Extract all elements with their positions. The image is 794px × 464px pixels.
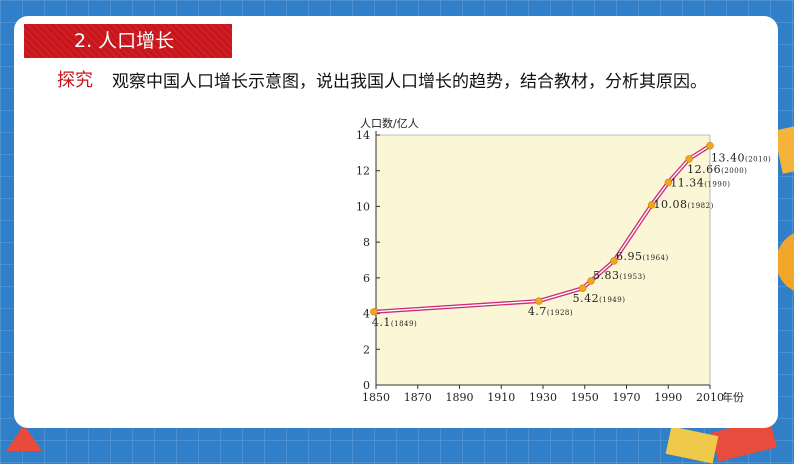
population-line-chart: 0 2 4 6 8 10 12 14 1850 1870 1890 1910 1930 1950 1970 1… <box>356 117 771 404</box>
data-label: 5.42(1949) <box>573 292 626 305</box>
y-tick-label: 6 <box>363 272 370 285</box>
x-tick-label: 1910 <box>487 391 515 404</box>
section-title-banner: 2. 人口增长 <box>24 24 232 58</box>
data-label-year: (2010) <box>745 156 771 164</box>
data-label-value: 6.95 <box>616 250 643 263</box>
decor-protractor <box>776 230 794 294</box>
data-label: 12.66(2000) <box>687 163 747 176</box>
data-point-marker <box>578 284 587 292</box>
data-label-year: (1982) <box>688 202 714 210</box>
data-point-marker <box>685 155 693 163</box>
y-tick-label: 14 <box>356 129 370 142</box>
data-label-value: 13.40 <box>711 152 745 165</box>
data-point-marker <box>587 277 595 285</box>
data-label-value: 11.34 <box>670 177 704 190</box>
data-point-marker <box>370 308 378 316</box>
data-label: 5.83(1953) <box>593 269 646 282</box>
x-tick-label: 1850 <box>362 391 390 404</box>
y-axis-label: 人口数/亿人 <box>360 117 419 130</box>
x-tick-label: 1970 <box>613 391 641 404</box>
data-label-value: 4.7 <box>528 305 547 318</box>
data-label-year: (1949) <box>599 296 625 304</box>
data-point-marker <box>610 257 618 265</box>
y-tick-label: 4 <box>363 308 370 321</box>
data-label-value: 10.08 <box>654 198 688 211</box>
x-tick-label: 1930 <box>529 391 557 404</box>
data-label-value: 12.66 <box>687 163 721 176</box>
data-label-year: (2000) <box>721 167 747 175</box>
y-tick-label: 10 <box>356 200 370 213</box>
data-label: 6.95(1964) <box>616 250 669 263</box>
data-point-marker <box>535 297 543 305</box>
data-label-value: 5.83 <box>593 269 620 282</box>
y-tick-label: 0 <box>363 379 370 392</box>
data-label-year: (1849) <box>391 320 417 328</box>
question-text: 观察中国人口增长示意图，说出我国人口增长的趋势，结合教材，分析其原因。 <box>112 72 707 92</box>
x-tick-label: 1950 <box>571 391 599 404</box>
data-label-value: 4.1 <box>372 316 391 329</box>
data-label: 13.40(2010) <box>711 152 771 165</box>
x-tick-label: 1890 <box>446 391 474 404</box>
y-tick-label: 8 <box>363 236 370 249</box>
content-card: 2. 人口增长 探究 观察中国人口增长示意图，说出我国人口增长的趋势，结合教材，… <box>14 16 778 428</box>
x-tick-label: 2010 <box>696 391 724 404</box>
y-tick-label: 2 <box>363 343 370 356</box>
decor-triangle <box>6 425 42 451</box>
x-tick-label: 1870 <box>404 391 432 404</box>
data-label: 11.34(1990) <box>670 177 730 190</box>
x-tick-label: 1990 <box>654 391 682 404</box>
data-label-year: (1964) <box>642 254 668 262</box>
data-label-value: 5.42 <box>573 292 600 305</box>
data-label-year: (1953) <box>620 273 646 281</box>
plot-background <box>376 135 710 385</box>
y-tick-label: 12 <box>356 165 370 178</box>
data-label-year: (1990) <box>704 181 730 189</box>
data-point-marker <box>664 178 672 187</box>
data-label: 4.1(1849) <box>372 316 417 329</box>
explore-tag: 探究 <box>57 70 93 91</box>
data-label: 10.08(1982) <box>654 198 714 211</box>
data-label: 4.7(1928) <box>528 305 573 318</box>
x-axis-label: 年份 <box>722 390 744 404</box>
data-label-year: (1928) <box>547 309 573 317</box>
data-point-marker <box>647 201 656 209</box>
data-point-marker <box>706 142 714 150</box>
